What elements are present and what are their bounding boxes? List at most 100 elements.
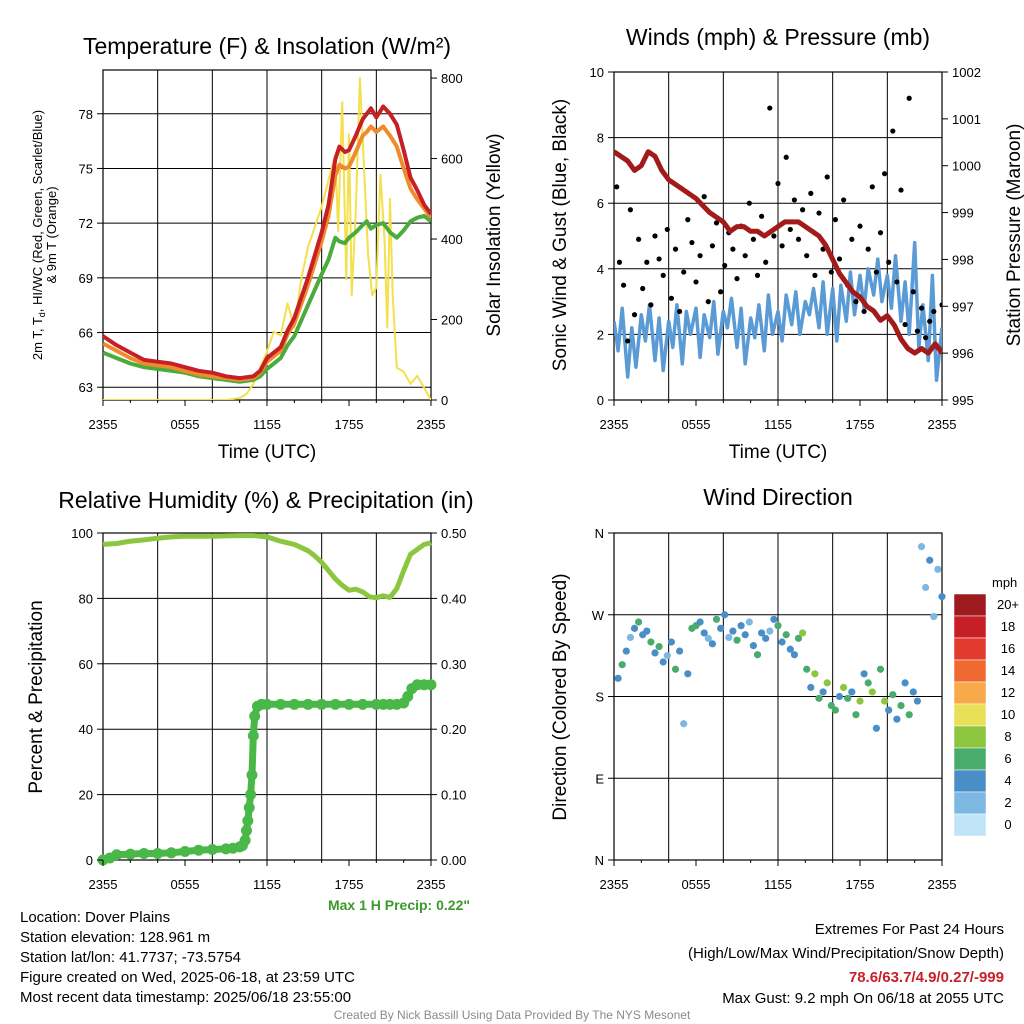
precip-point: [288, 698, 300, 710]
temp-y2tick-label: 800: [441, 71, 463, 86]
station-info: Location: Dover Plains Station elevation…: [20, 909, 355, 1006]
rh-panel-ylabel-left: Percent & Precipitation: [26, 600, 47, 793]
dir-legend-swatch: [953, 615, 987, 639]
wind-gust-point: [861, 308, 867, 315]
extremes-subheading: (High/Low/Max Wind/Precipitation/Snow De…: [688, 945, 1004, 962]
dir-point: [651, 649, 659, 657]
svg-text:2m T, Td, HI/WC (Red, Green, S: 2m T, Td, HI/WC (Red, Green, Scarlet/Blu…: [30, 110, 47, 360]
dir-xtick-label: 2355: [928, 877, 957, 892]
wind-panel-title: Winds (mph) & Pressure (mb): [626, 24, 930, 50]
wind-gust-point: [730, 246, 736, 252]
dir-point: [766, 627, 774, 635]
rh-xtick-label: 1155: [253, 877, 281, 892]
wind-gust-point: [656, 256, 662, 262]
wind-gust-point: [841, 197, 847, 203]
dir-point: [881, 697, 889, 705]
rh-xtick-label: 0555: [171, 877, 200, 892]
dir-legend-swatch: [953, 659, 987, 683]
wind-gust-point: [804, 253, 810, 259]
wind-gust-point: [927, 318, 933, 324]
wind-xtick-label: 2355: [600, 417, 629, 432]
dir-ytick-label: E: [595, 771, 604, 786]
dir-point: [840, 683, 848, 692]
dir-point: [856, 697, 864, 705]
wind-gust-point: [828, 269, 834, 275]
wind-ytick-label: 0: [597, 393, 604, 408]
dir-point: [647, 638, 655, 646]
precip-point: [425, 679, 437, 691]
dir-legend-label: 20+: [997, 597, 1019, 612]
dir-legend-label: 2: [1004, 795, 1011, 810]
dir-point: [823, 679, 831, 687]
temp-xtick-label: 0555: [171, 417, 200, 432]
wind-gust-point: [787, 226, 793, 233]
dir-point: [741, 631, 749, 639]
wind-gust-point: [865, 246, 871, 252]
precip-point: [206, 844, 218, 856]
wind-gust-point: [791, 197, 798, 203]
precip-point: [316, 698, 328, 710]
precip-point: [241, 825, 252, 837]
temp-y2tick-label: 0: [441, 393, 448, 408]
rh-y2tick-label: 0.40: [441, 591, 466, 606]
dir-point: [659, 658, 667, 666]
wind-gust-point: [746, 200, 752, 206]
info-recent: Most recent data timestamp: 2025/06/18 2…: [20, 989, 351, 1006]
dir-point: [635, 618, 643, 626]
wind-gust-point: [701, 194, 707, 200]
rh-panel: 2355 0555 1155 1755 2355 0 20 40 60 80 100 0.00 0.10…: [71, 526, 466, 892]
dir-point: [684, 670, 692, 678]
dir-point: [922, 583, 930, 592]
wind-xtick-label: 0555: [682, 417, 711, 432]
dir-point: [917, 543, 926, 551]
info-location: Location: Dover Plains: [20, 909, 170, 926]
dir-legend-label: 8: [1004, 729, 1011, 744]
dir-xtick-label: 1155: [764, 877, 792, 892]
wind-gust-point: [668, 295, 675, 301]
wind-gust-point: [677, 308, 683, 315]
precip-point: [111, 849, 123, 861]
dir-point: [770, 615, 778, 623]
precip-point: [179, 845, 191, 857]
wind-panel-xlabel: Time (UTC): [729, 442, 828, 463]
temp-ytick-label: 72: [79, 216, 93, 231]
wind-gust-point: [652, 233, 658, 239]
rh-xtick-label: 1755: [335, 877, 364, 892]
wind-gust-point: [918, 305, 925, 311]
extremes-values: 78.6/63.7/4.9/0.27/-999: [849, 969, 1004, 986]
wind-y2tick-label: 995: [952, 393, 974, 408]
wind-y2tick-label: 1002: [952, 65, 981, 80]
wind-xtick-label: 2355: [928, 417, 957, 432]
wind-gust-point: [705, 299, 711, 305]
rh-y2tick-label: 0.30: [441, 657, 466, 672]
wind-xtick-label: 1155: [764, 417, 792, 432]
wind-ytick-label: 6: [597, 196, 604, 211]
precip-point: [193, 844, 205, 856]
wind-gust-point: [795, 236, 802, 242]
wind-gust-point: [902, 321, 908, 328]
wind-gust-point: [771, 233, 777, 239]
wind-gust-point: [869, 184, 875, 190]
precip-point: [138, 847, 150, 859]
wind-gust-point: [625, 338, 631, 344]
wind-gust-point: [857, 223, 863, 229]
dir-legend-swatch: [953, 681, 987, 705]
wind-gust-point: [886, 259, 892, 265]
dir-point: [729, 627, 737, 635]
wind-gust-point: [849, 236, 855, 242]
wind-gust-point: [664, 226, 670, 233]
dir-point: [708, 640, 717, 648]
temp-ytick-label: 66: [79, 326, 93, 341]
wind-series-group: [614, 95, 942, 383]
rh-y2tick-label: 0.10: [441, 788, 466, 803]
dir-ytick-label: W: [592, 608, 605, 623]
rh-ytick-label: 80: [79, 591, 93, 606]
wind-gust-point: [636, 236, 642, 242]
dir-panel: 2355 0555 1155 1755 2355 N E S W N 20+ 18 16 14 12 10 8 6…: [592, 526, 1019, 892]
dir-legend-label: 12: [1001, 685, 1015, 700]
dir-legend-label: 6: [1004, 751, 1011, 766]
wind-gust-point: [890, 128, 896, 134]
dir-point: [807, 683, 815, 692]
rh-ytick-label: 20: [79, 788, 93, 803]
wind-gust-point: [767, 105, 773, 111]
